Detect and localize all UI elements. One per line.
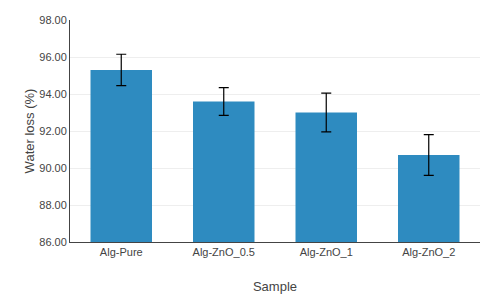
svg-text:Water loss (%): Water loss (%) [22, 89, 37, 174]
svg-text:90.00: 90.00 [39, 162, 67, 174]
svg-text:92.00: 92.00 [39, 125, 67, 137]
svg-text:94.00: 94.00 [39, 88, 67, 100]
svg-text:Alg-ZnO_2: Alg-ZnO_2 [402, 246, 455, 258]
svg-text:88.00: 88.00 [39, 199, 67, 211]
svg-text:86.00: 86.00 [39, 236, 67, 248]
svg-text:Sample: Sample [253, 279, 297, 294]
svg-text:96.00: 96.00 [39, 51, 67, 63]
svg-text:Alg-Pure: Alg-Pure [100, 246, 143, 258]
svg-text:Alg-ZnO_1: Alg-ZnO_1 [300, 246, 353, 258]
svg-text:98.00: 98.00 [39, 14, 67, 26]
svg-text:Alg-ZnO_0.5: Alg-ZnO_0.5 [193, 246, 255, 258]
